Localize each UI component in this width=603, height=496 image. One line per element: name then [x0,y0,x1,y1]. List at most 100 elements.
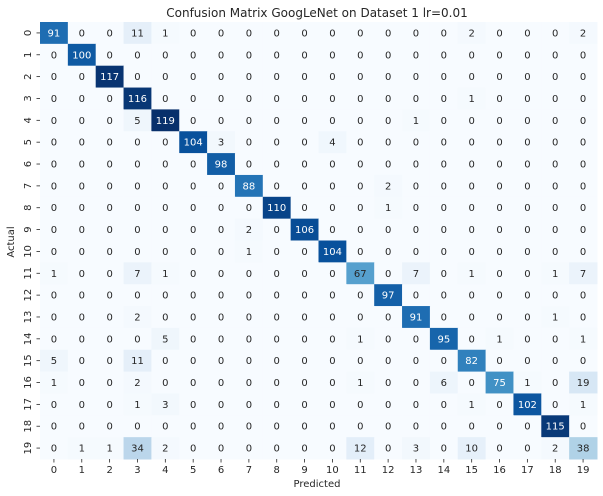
cell-value-label: 0 [301,94,307,105]
heatmap-cell [485,22,514,45]
cell-value-label: 0 [329,116,335,127]
heatmap-cell [402,306,431,329]
heatmap-cell [374,22,403,45]
cell-value-label: 0 [274,378,280,389]
heatmap-cell [374,327,403,351]
cell-value-label: 0 [468,116,474,127]
heatmap-cell [513,415,542,438]
heatmap-cell [429,218,459,241]
cell-value-label: 0 [441,400,447,411]
heatmap-cell [123,240,152,263]
cell-value-label: 0 [385,72,391,83]
cell-value-label: 0 [218,116,224,127]
heatmap-cell [123,153,152,176]
heatmap-cell [123,415,152,438]
heatmap-cell [40,415,69,438]
heatmap-cell [95,65,125,89]
cell-value-label: 0 [413,247,419,258]
heatmap-cell [569,240,598,263]
heatmap-cell [346,196,375,220]
cell-value-label: 0 [357,203,363,214]
heatmap-cell [318,153,347,176]
heatmap-cell [234,174,264,198]
heatmap-cell [179,262,208,285]
cell-value-label: 0 [552,334,558,345]
heatmap-cell [262,349,292,373]
cell-value-label: 0 [79,422,85,433]
heatmap-cell [262,240,292,263]
y-tick-label: 0 [23,30,34,36]
cell-value-label: 0 [218,334,224,345]
cell-value-label: 0 [79,269,85,280]
cell-value-label: 0 [106,269,112,280]
heatmap-cell [290,131,319,154]
cell-value-label: 0 [580,160,586,171]
cell-value-label: 0 [468,181,474,192]
y-tick-label: 7 [23,183,34,189]
cell-value-label: 0 [218,356,224,367]
heatmap-cell [402,284,431,307]
cell-value-label: 0 [246,269,252,280]
cell-value-label: 0 [468,72,474,83]
cell-value-label: 0 [190,312,196,323]
cell-value-label: 75 [493,378,506,389]
cell-value-label: 0 [441,28,447,39]
cell-value-label: 0 [552,116,558,127]
cell-value-label: 0 [496,72,502,83]
cell-value-label: 0 [190,356,196,367]
cell-value-label: 0 [357,312,363,323]
heatmap-cell [429,153,459,176]
cell-value-label: 0 [468,225,474,236]
heatmap-cell [262,109,292,132]
cell-value-label: 0 [274,94,280,105]
cell-value-label: 0 [106,400,112,411]
y-tick-label: 2 [23,73,34,79]
heatmap-cell [374,43,403,67]
heatmap-cell [290,393,319,416]
cell-value-label: 0 [246,116,252,127]
heatmap-cell [123,109,152,132]
heatmap-cell [374,218,403,241]
cell-value-label: 4 [329,138,335,149]
cell-value-label: 0 [357,28,363,39]
heatmap-cell [123,393,152,416]
cell-value-label: 0 [496,269,502,280]
cell-value-label: 19 [577,378,590,389]
x-tick-label: 3 [134,465,140,476]
cell-value-label: 0 [329,400,335,411]
heatmap-cell [234,371,264,394]
cell-value-label: 104 [184,138,203,149]
heatmap-cell [541,306,570,329]
heatmap-cell [67,306,97,329]
cell-value-label: 0 [524,312,530,323]
cell-value-label: 0 [162,422,168,433]
cell-value-label: 0 [580,116,586,127]
heatmap-cell [457,240,487,263]
cell-value-label: 0 [79,400,85,411]
cell-value-label: 0 [190,116,196,127]
cell-value-label: 0 [329,203,335,214]
heatmap-cell [513,109,542,132]
heatmap-cell [429,43,459,67]
heatmap-cell [234,393,264,416]
heatmap-cell [513,218,542,241]
cell-value-label: 1 [580,400,586,411]
cell-value-label: 0 [441,291,447,302]
cell-value-label: 116 [128,94,147,105]
heatmap-cell [429,349,459,373]
heatmap-cell [67,349,97,373]
heatmap-cell [541,174,570,198]
heatmap-cell [290,262,319,285]
cell-value-label: 0 [274,247,280,258]
heatmap-cell [429,306,459,329]
heatmap-cell [95,22,125,45]
heatmap-cell [513,349,542,373]
heatmap-cell [262,437,292,460]
heatmap-cell [457,437,487,460]
heatmap-cell [485,415,514,438]
heatmap-cell [374,240,403,263]
heatmap-cell [151,284,180,307]
heatmap-cell [123,43,152,67]
heatmap-cell [318,284,347,307]
x-tick-label: 5 [190,465,196,476]
